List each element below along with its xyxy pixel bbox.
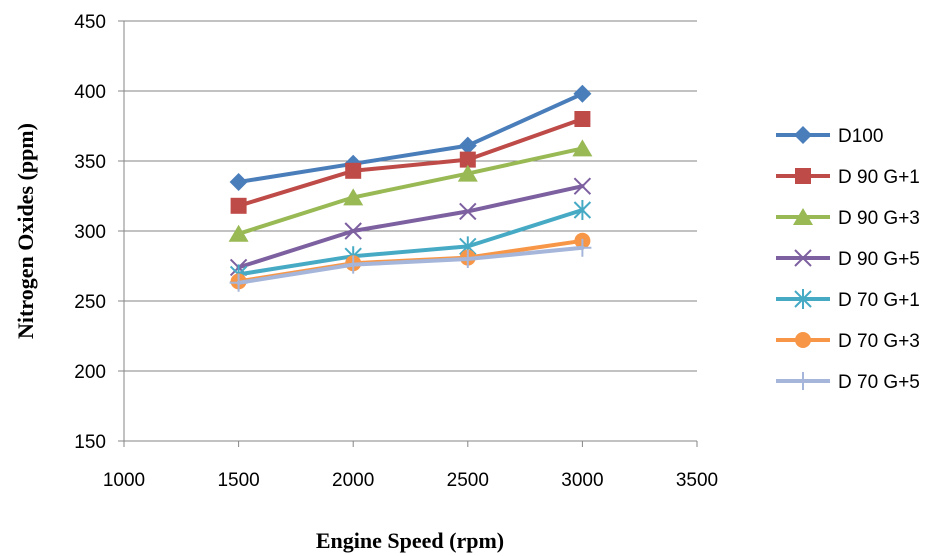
- series-1: [230, 111, 591, 214]
- data-point: [573, 200, 592, 220]
- x-tick-label: 2500: [447, 470, 489, 491]
- x-tick-label: 3500: [676, 470, 718, 491]
- data-point: [573, 84, 592, 103]
- y-tick-label: 400: [74, 82, 106, 103]
- data-point: [345, 162, 362, 179]
- legend-item: D 90 G+1: [776, 167, 920, 188]
- legend-label: D 90 G+3: [838, 208, 920, 229]
- series-line: [236, 146, 585, 236]
- data-point: [457, 164, 478, 182]
- series-line: [236, 91, 585, 184]
- legend-label: D 90 G+5: [838, 249, 920, 270]
- legend-marker: [794, 289, 812, 309]
- series-6: [229, 238, 592, 292]
- data-point: [228, 224, 249, 242]
- y-tick-label: 250: [74, 292, 106, 313]
- x-tick-label: 1500: [217, 470, 259, 491]
- data-point: [573, 238, 592, 257]
- legend-marker: [794, 249, 812, 267]
- x-tick-label: 2000: [332, 470, 374, 491]
- plot-area: [228, 84, 593, 292]
- axes: [118, 20, 698, 447]
- data-point: [229, 173, 248, 191]
- y-tick-label: 350: [74, 152, 106, 173]
- data-point: [459, 202, 477, 221]
- x-tick-label: 1000: [103, 470, 145, 491]
- data-point: [573, 177, 592, 195]
- data-point: [574, 111, 591, 127]
- series-2: [228, 139, 593, 242]
- data-point: [344, 255, 363, 274]
- legend-marker: [794, 126, 812, 144]
- legend-marker: [795, 168, 811, 184]
- legend-label: D 70 G+3: [838, 331, 920, 352]
- legend-marker: [794, 372, 812, 390]
- tick-labels: 150 200 250 300 350 400 450 1000 1500 2000 2500 300…: [74, 12, 718, 491]
- y-tick-label: 300: [74, 222, 106, 243]
- data-point: [459, 151, 476, 168]
- data-point: [230, 197, 247, 214]
- legend-marker: [793, 208, 813, 225]
- series-line: [236, 245, 585, 285]
- series-line: [236, 117, 585, 208]
- data-point: [458, 250, 477, 268]
- legend: D100 D 90 G+1 D 90 G+3 D 90 G+5 D 70 G+1 D 70…: [776, 126, 920, 393]
- x-axis-title: Engine Speed (rpm): [316, 528, 504, 553]
- series-0: [229, 84, 592, 191]
- x-tick-label: 3000: [561, 470, 603, 491]
- legend-item: D 90 G+5: [776, 249, 920, 270]
- legend-label: D 90 G+1: [838, 167, 920, 188]
- gridlines: [124, 20, 697, 372]
- y-axis-title: Nitrogen Oxides (ppm): [13, 123, 38, 339]
- data-point: [572, 139, 593, 157]
- legend-label: D100: [838, 126, 883, 147]
- data-point: [344, 222, 362, 240]
- series-line: [236, 208, 585, 277]
- legend-item: D 70 G+3: [776, 331, 920, 352]
- legend-item: D 70 G+1: [776, 289, 920, 311]
- legend-item: D100: [776, 126, 883, 147]
- legend-label: D 70 G+5: [838, 372, 920, 393]
- legend-item: D 90 G+3: [776, 208, 920, 229]
- series-4: [229, 200, 592, 285]
- data-point: [458, 136, 477, 155]
- legend-item: D 70 G+5: [776, 372, 920, 393]
- data-point: [343, 188, 364, 206]
- y-tick-label: 200: [74, 362, 106, 383]
- y-tick-label: 150: [74, 432, 106, 453]
- data-point: [229, 273, 248, 292]
- legend-label: D 70 G+1: [838, 290, 920, 311]
- series-line: [236, 184, 585, 270]
- y-tick-label: 450: [74, 12, 106, 33]
- legend-marker: [795, 332, 811, 348]
